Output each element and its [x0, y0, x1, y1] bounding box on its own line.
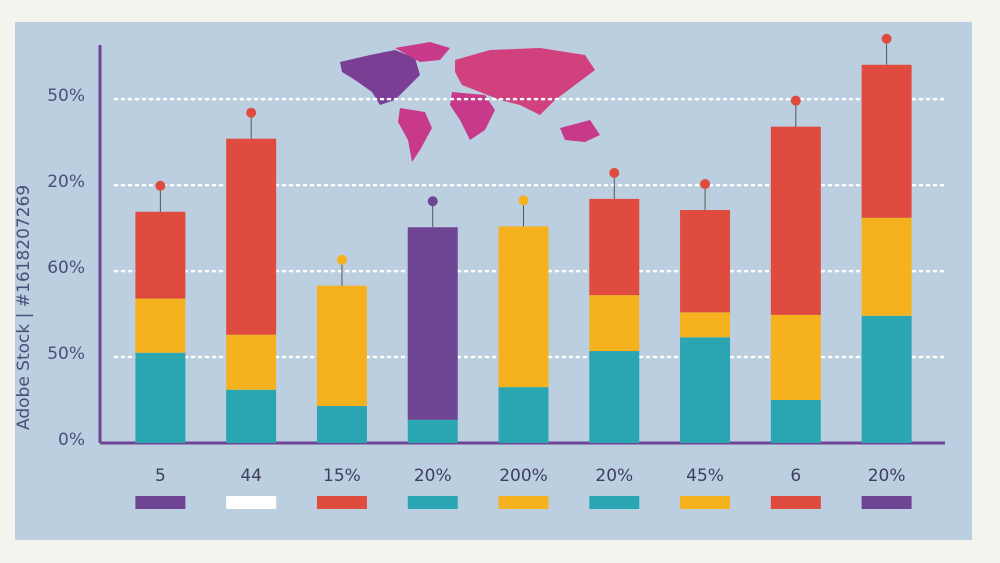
legend-swatch — [770, 496, 821, 509]
bar-segment — [316, 285, 367, 407]
bar-segment — [135, 352, 186, 443]
bar-segment — [498, 387, 549, 443]
bar-segment — [226, 389, 277, 443]
bar-segment — [316, 406, 367, 443]
bar-segment — [226, 334, 277, 390]
x-tick-label: 45% — [686, 466, 724, 486]
legend-swatch — [407, 496, 458, 509]
world-map — [340, 42, 600, 162]
x-tick-label: 6 — [790, 466, 801, 486]
bar-segment — [770, 400, 821, 443]
x-tick-label: 15% — [323, 466, 361, 486]
legend-swatch — [135, 496, 186, 509]
bar-segment — [407, 419, 458, 443]
pin-head — [155, 180, 166, 191]
bar-segment — [589, 351, 640, 443]
watermark: Adobe Stock | #1618207269 — [14, 185, 34, 430]
x-tick-label: 44 — [240, 466, 262, 486]
x-tick-label: 20% — [868, 466, 906, 486]
pin-head — [609, 167, 620, 178]
legend-swatch — [226, 496, 277, 509]
y-tick-label: 50% — [47, 344, 85, 364]
y-tick-label: 60% — [47, 258, 85, 278]
legend-swatch — [861, 496, 912, 509]
pin-head — [336, 254, 347, 265]
pin-head — [881, 33, 892, 44]
y-tick-label: 0% — [58, 430, 85, 450]
y-tick-label: 20% — [47, 172, 85, 192]
pin-head — [427, 196, 438, 207]
bar-segment — [135, 298, 186, 353]
legend-swatch — [680, 496, 731, 509]
bar-segment — [680, 210, 731, 313]
pin-head — [790, 95, 801, 106]
legend-swatch — [316, 496, 367, 509]
x-tick-label: 20% — [595, 466, 633, 486]
bar-segment — [770, 126, 821, 315]
x-tick-label: 5 — [155, 466, 166, 486]
pin-head — [246, 107, 257, 118]
bar-segment — [407, 227, 458, 420]
legend-swatch — [498, 496, 549, 509]
bar-segment — [770, 314, 821, 401]
bar-segment — [226, 138, 277, 335]
pin-head — [518, 195, 529, 206]
bar-segment — [680, 337, 731, 443]
x-tick-label: 20% — [414, 466, 452, 486]
bar-segment — [861, 315, 912, 443]
y-tick-label: 50% — [47, 86, 85, 106]
bar-segment — [861, 64, 912, 218]
bar-segment — [589, 198, 640, 296]
bar-segment — [680, 312, 731, 338]
bar-segment — [135, 211, 186, 299]
legend-swatch — [589, 496, 640, 509]
bar-segment — [861, 217, 912, 316]
x-tick-label: 200% — [499, 466, 548, 486]
pin-head — [700, 179, 711, 190]
bar-segment — [498, 226, 549, 388]
bar-segment — [589, 295, 640, 352]
